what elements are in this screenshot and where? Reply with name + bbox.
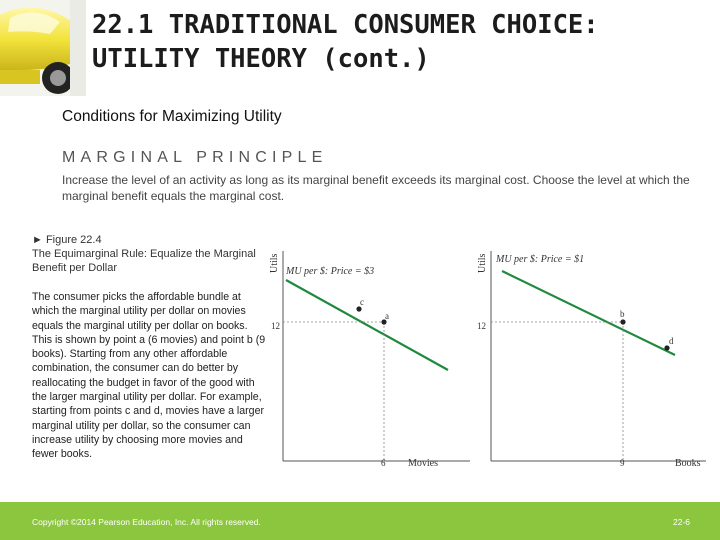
movies-point-c-label: c [360,297,364,307]
books-ylabel: Utils [477,253,488,273]
principle-heading: MARGINAL PRINCIPLE [62,149,328,166]
movies-point-a-label: a [385,311,389,321]
movies-x-tick-6: 6 [381,458,386,468]
movies-chart: Utils MU per $: Price = $3 c a 12 6 Movi… [262,243,474,473]
movies-mu-curve [285,279,449,371]
movies-series-label: MU per $: Price = $3 [285,266,374,277]
books-point-b-label: b [620,309,625,319]
figure-title: The Equimarginal Rule: Equalize the Marg… [32,248,256,274]
books-series-label: MU per $: Price = $1 [495,254,584,265]
figure-caption: ► Figure 22.4 The Equimarginal Rule: Equ… [32,233,262,275]
copyright-text: Copyright ©2014 Pearson Education, Inc. … [32,517,261,527]
books-point-d-label: d [669,336,674,346]
footer-bar: Copyright ©2014 Pearson Education, Inc. … [0,502,720,540]
section-title: Conditions for Maximizing Utility [62,108,282,125]
figure-label: ► Figure 22.4 [32,234,102,246]
books-mu-curve [501,270,676,356]
page-number: 22-6 [672,517,690,527]
movies-point-c [356,306,362,312]
slide-header: 22.1 TRADITIONAL CONSUMER CHOICE: UTILIT… [0,0,720,96]
figure-description: The consumer picks the affordable bundle… [32,291,266,461]
books-point-d [664,345,670,351]
books-point-b [620,319,626,325]
movies-y-tick-12: 12 [271,321,280,331]
movies-point-a [381,319,387,325]
page-title: 22.1 TRADITIONAL CONSUMER CHOICE: UTILIT… [92,10,599,74]
books-x-tick-9: 9 [620,458,625,468]
electric-car-image [0,0,86,96]
books-chart: Utils MU per $: Price = $1 b d 12 9 Book… [470,243,710,473]
movies-ylabel: Utils [269,253,280,273]
movies-xlabel: Movies [408,458,438,469]
principle-text: Increase the level of an activity as lon… [62,173,690,203]
books-xlabel: Books [675,458,701,469]
books-y-tick-12: 12 [477,321,486,331]
